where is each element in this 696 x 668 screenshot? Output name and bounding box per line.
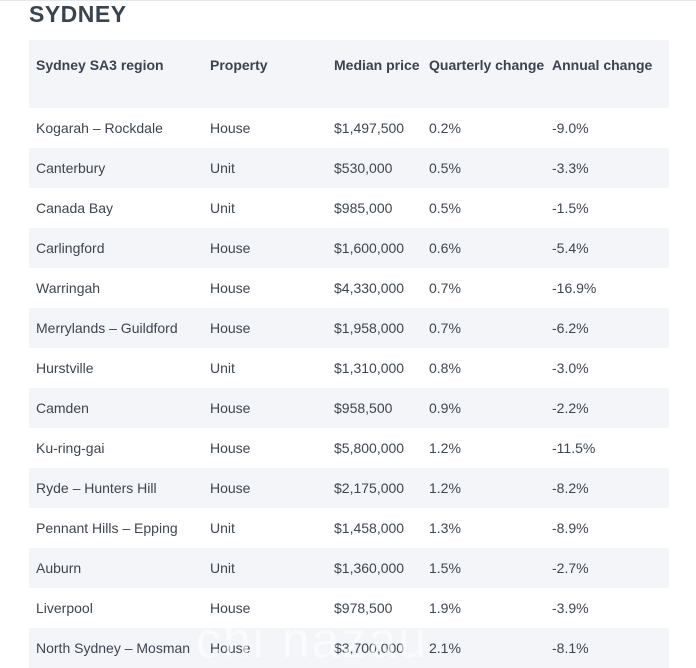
property-cell: Unit bbox=[210, 360, 235, 376]
property-cell: House bbox=[210, 640, 251, 656]
median-price-cell: $530,000 bbox=[334, 160, 393, 176]
table-row: Kogarah – Rockdale House $1,497,500 0.2% -9.… bbox=[29, 108, 669, 148]
column-header-property: Property bbox=[210, 57, 268, 73]
table-row: Auburn Unit $1,360,000 1.5% -2.7% bbox=[29, 548, 669, 588]
property-cell: House bbox=[210, 400, 251, 416]
table-row: Liverpool House $978,500 1.9% -3.9% bbox=[29, 588, 669, 628]
quarterly-change-cell: 0.2% bbox=[429, 120, 461, 136]
annual-change-cell: -8.1% bbox=[552, 640, 589, 656]
median-price-cell: $1,360,000 bbox=[334, 560, 405, 576]
property-cell: Unit bbox=[210, 160, 235, 176]
region-cell: Kogarah – Rockdale bbox=[36, 120, 163, 136]
table-row: Ku-ring-gai House $5,800,000 1.2% -11.5% bbox=[29, 428, 669, 468]
property-cell: House bbox=[210, 280, 251, 296]
table-row: Ryde – Hunters Hill House $2,175,000 1.2% -8… bbox=[29, 468, 669, 508]
annual-change-cell: -3.9% bbox=[552, 600, 589, 616]
quarterly-change-cell: 1.9% bbox=[429, 600, 461, 616]
table-row: Hurstville Unit $1,310,000 0.8% -3.0% bbox=[29, 348, 669, 388]
annual-change-cell: -3.3% bbox=[552, 160, 589, 176]
region-cell: Merrylands – Guildford bbox=[36, 320, 178, 336]
annual-change-cell: -16.9% bbox=[552, 280, 597, 296]
property-cell: Unit bbox=[210, 200, 235, 216]
table-body: Kogarah – Rockdale House $1,497,500 0.2% -9.… bbox=[29, 108, 669, 668]
quarterly-change-cell: 0.7% bbox=[429, 280, 461, 296]
region-cell: Carlingford bbox=[36, 240, 105, 256]
annual-change-cell: -2.2% bbox=[552, 400, 589, 416]
region-cell: North Sydney – Mosman bbox=[36, 640, 191, 656]
quarterly-change-cell: 0.5% bbox=[429, 160, 461, 176]
quarterly-change-cell: 0.5% bbox=[429, 200, 461, 216]
section-heading: SYDNEY bbox=[29, 1, 127, 27]
top-divider bbox=[0, 0, 696, 1]
annual-change-cell: -3.0% bbox=[552, 360, 589, 376]
annual-change-cell: -9.0% bbox=[552, 120, 589, 136]
column-header-median-price: Median price bbox=[334, 57, 420, 73]
property-cell: Unit bbox=[210, 560, 235, 576]
median-price-cell: $4,330,000 bbox=[334, 280, 405, 296]
table-row: Camden House $958,500 0.9% -2.2% bbox=[29, 388, 669, 428]
quarterly-change-cell: 2.1% bbox=[429, 640, 461, 656]
region-cell: Ryde – Hunters Hill bbox=[36, 480, 157, 496]
region-cell: Canterbury bbox=[36, 160, 106, 176]
median-price-cell: $1,600,000 bbox=[334, 240, 405, 256]
annual-change-cell: -6.2% bbox=[552, 320, 589, 336]
property-cell: Unit bbox=[210, 520, 235, 536]
region-cell: Hurstville bbox=[36, 360, 94, 376]
property-cell: House bbox=[210, 320, 251, 336]
annual-change-cell: -5.4% bbox=[552, 240, 589, 256]
property-cell: House bbox=[210, 480, 251, 496]
region-cell: Liverpool bbox=[36, 600, 93, 616]
annual-change-cell: -8.2% bbox=[552, 480, 589, 496]
median-price-cell: $2,175,000 bbox=[334, 480, 405, 496]
column-header-region: Sydney SA3 region bbox=[36, 57, 164, 73]
median-price-cell: $1,310,000 bbox=[334, 360, 405, 376]
quarterly-change-cell: 0.6% bbox=[429, 240, 461, 256]
quarterly-change-cell: 0.8% bbox=[429, 360, 461, 376]
table-header: Sydney SA3 region Property Median price Qua… bbox=[29, 40, 669, 108]
region-cell: Warringah bbox=[36, 280, 101, 296]
table-row: Canterbury Unit $530,000 0.5% -3.3% bbox=[29, 148, 669, 188]
median-price-cell: $1,497,500 bbox=[334, 120, 405, 136]
median-price-cell: $1,958,000 bbox=[334, 320, 405, 336]
table-row: Canada Bay Unit $985,000 0.5% -1.5% bbox=[29, 188, 669, 228]
table-row: Warringah House $4,330,000 0.7% -16.9% bbox=[29, 268, 669, 308]
annual-change-cell: -11.5% bbox=[552, 440, 596, 456]
quarterly-change-cell: 0.7% bbox=[429, 320, 461, 336]
property-cell: House bbox=[210, 120, 251, 136]
region-cell: Pennant Hills – Epping bbox=[36, 520, 178, 536]
column-header-annual-change: Annual change bbox=[552, 57, 653, 73]
table-row: North Sydney – Mosman House $3,700,000 2.1%… bbox=[29, 628, 669, 668]
property-cell: House bbox=[210, 600, 251, 616]
median-price-table: Sydney SA3 region Property Median price Qua… bbox=[29, 40, 669, 668]
annual-change-cell: -1.5% bbox=[552, 200, 589, 216]
median-price-cell: $1,458,000 bbox=[334, 520, 405, 536]
median-price-cell: $3,700,000 bbox=[334, 640, 405, 656]
quarterly-change-cell: 0.9% bbox=[429, 400, 461, 416]
property-cell: House bbox=[210, 240, 251, 256]
quarterly-change-cell: 1.2% bbox=[429, 440, 461, 456]
region-cell: Auburn bbox=[36, 560, 82, 576]
median-price-cell: $958,500 bbox=[334, 400, 393, 416]
median-price-cell: $985,000 bbox=[334, 200, 393, 216]
quarterly-change-cell: 1.5% bbox=[429, 560, 461, 576]
median-price-cell: $5,800,000 bbox=[334, 440, 405, 456]
table-row: Carlingford House $1,600,000 0.6% -5.4% bbox=[29, 228, 669, 268]
median-price-cell: $978,500 bbox=[334, 600, 393, 616]
annual-change-cell: -2.7% bbox=[552, 560, 589, 576]
quarterly-change-cell: 1.3% bbox=[429, 520, 461, 536]
table-header-row: Sydney SA3 region Property Median price Qua… bbox=[29, 40, 669, 108]
annual-change-cell: -8.9% bbox=[552, 520, 589, 536]
region-cell: Camden bbox=[36, 400, 89, 416]
property-cell: House bbox=[210, 440, 251, 456]
column-header-quarterly-change: Quarterly change bbox=[429, 57, 545, 73]
table-row: Merrylands – Guildford House $1,958,000 0.7… bbox=[29, 308, 669, 348]
region-cell: Canada Bay bbox=[36, 200, 114, 216]
region-cell: Ku-ring-gai bbox=[36, 440, 105, 456]
table-row: Pennant Hills – Epping Unit $1,458,000 1.3%… bbox=[29, 508, 669, 548]
quarterly-change-cell: 1.2% bbox=[429, 480, 461, 496]
